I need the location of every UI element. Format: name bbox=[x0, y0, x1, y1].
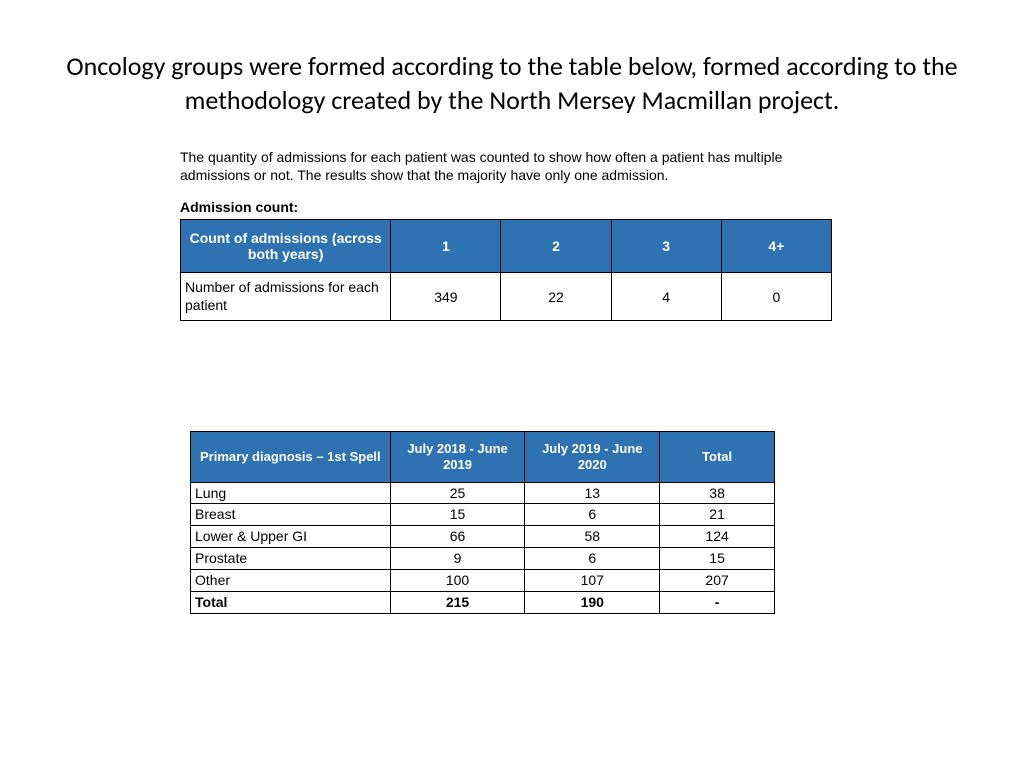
cell: 9 bbox=[390, 548, 525, 570]
table-total-row: Total 215 190 - bbox=[191, 592, 775, 614]
cell: 6 bbox=[525, 548, 660, 570]
cell: 25 bbox=[390, 482, 525, 504]
cell: 190 bbox=[525, 592, 660, 614]
intro-text: The quantity of admissions for each pati… bbox=[180, 148, 814, 186]
header-col-1: 1 bbox=[391, 220, 501, 273]
table-row: Prostate 9 6 15 bbox=[191, 548, 775, 570]
cell: 15 bbox=[390, 504, 525, 526]
cell-label: Lung bbox=[191, 482, 391, 504]
cell: 4 bbox=[611, 273, 721, 321]
cell: 100 bbox=[390, 570, 525, 592]
header-col-2: 2 bbox=[501, 220, 611, 273]
slide: Oncology groups were formed according to… bbox=[0, 0, 1024, 768]
cell-label: Other bbox=[191, 570, 391, 592]
table-row: Breast 15 6 21 bbox=[191, 504, 775, 526]
cell: 124 bbox=[660, 526, 775, 548]
table-row: Lower & Upper GI 66 58 124 bbox=[191, 526, 775, 548]
cell: 15 bbox=[660, 548, 775, 570]
cell: 0 bbox=[721, 273, 831, 321]
admission-count-table: Count of admissions (across both years) … bbox=[180, 219, 832, 321]
cell: 349 bbox=[391, 273, 501, 321]
cell-label: Prostate bbox=[191, 548, 391, 570]
header-period2: July 2019 - June 2020 bbox=[525, 432, 660, 482]
header-period1: July 2018 - June 2019 bbox=[390, 432, 525, 482]
cell: 22 bbox=[501, 273, 611, 321]
cell: 38 bbox=[660, 482, 775, 504]
admission-count-heading: Admission count: bbox=[180, 199, 814, 215]
table-header-row: Primary diagnosis – 1st Spell July 2018 … bbox=[191, 432, 775, 482]
header-col-3: 3 bbox=[611, 220, 721, 273]
cell: 21 bbox=[660, 504, 775, 526]
cell-label: Breast bbox=[191, 504, 391, 526]
diagnosis-table-wrap: Primary diagnosis – 1st Spell July 2018 … bbox=[190, 431, 974, 614]
cell-label: Total bbox=[191, 592, 391, 614]
row-label: Number of admissions for each patient bbox=[181, 273, 391, 321]
cell: 66 bbox=[390, 526, 525, 548]
table-row: Other 100 107 207 bbox=[191, 570, 775, 592]
cell: 6 bbox=[525, 504, 660, 526]
table-row: Lung 25 13 38 bbox=[191, 482, 775, 504]
cell: - bbox=[660, 592, 775, 614]
diagnosis-table: Primary diagnosis – 1st Spell July 2018 … bbox=[190, 431, 775, 614]
table-header-row: Count of admissions (across both years) … bbox=[181, 220, 832, 273]
header-diagnosis: Primary diagnosis – 1st Spell bbox=[191, 432, 391, 482]
cell: 13 bbox=[525, 482, 660, 504]
header-total: Total bbox=[660, 432, 775, 482]
table-row: Number of admissions for each patient 34… bbox=[181, 273, 832, 321]
header-rowlabel: Count of admissions (across both years) bbox=[181, 220, 391, 273]
cell: 58 bbox=[525, 526, 660, 548]
page-title: Oncology groups were formed according to… bbox=[50, 50, 974, 118]
cell: 107 bbox=[525, 570, 660, 592]
cell-label: Lower & Upper GI bbox=[191, 526, 391, 548]
header-col-4: 4+ bbox=[721, 220, 831, 273]
cell: 207 bbox=[660, 570, 775, 592]
cell: 215 bbox=[390, 592, 525, 614]
intro-block: The quantity of admissions for each pati… bbox=[180, 148, 814, 216]
